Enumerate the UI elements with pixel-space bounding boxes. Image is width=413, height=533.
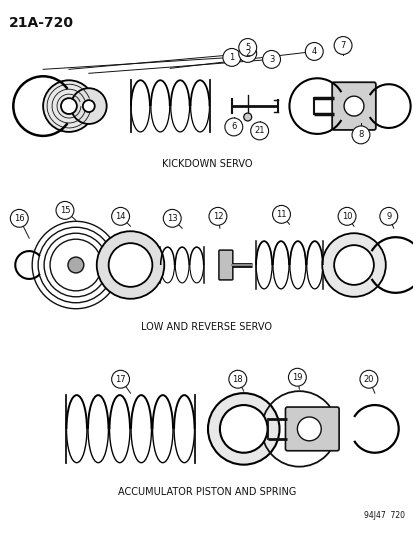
Circle shape — [163, 209, 181, 227]
Circle shape — [333, 37, 351, 54]
Text: 6: 6 — [230, 123, 236, 132]
Text: 15: 15 — [59, 206, 70, 215]
Circle shape — [219, 405, 267, 453]
Circle shape — [359, 370, 377, 388]
Circle shape — [238, 38, 256, 56]
Circle shape — [272, 205, 290, 223]
Text: 3: 3 — [268, 55, 273, 64]
Text: 17: 17 — [115, 375, 126, 384]
Text: 9: 9 — [385, 212, 390, 221]
Circle shape — [321, 233, 385, 297]
FancyBboxPatch shape — [218, 250, 232, 280]
Circle shape — [56, 201, 74, 219]
Text: 11: 11 — [275, 210, 286, 219]
Circle shape — [43, 80, 95, 132]
Circle shape — [222, 49, 240, 66]
Circle shape — [61, 98, 77, 114]
Text: 20: 20 — [363, 375, 373, 384]
Circle shape — [10, 209, 28, 227]
Text: 7: 7 — [339, 41, 345, 50]
Text: ACCUMULATOR PISTON AND SPRING: ACCUMULATOR PISTON AND SPRING — [118, 487, 295, 497]
Text: 13: 13 — [166, 214, 177, 223]
Circle shape — [97, 231, 164, 299]
Text: 18: 18 — [232, 375, 242, 384]
Circle shape — [112, 207, 129, 225]
Text: LOW AND REVERSE SERVO: LOW AND REVERSE SERVO — [141, 321, 272, 332]
Circle shape — [351, 126, 369, 144]
Circle shape — [68, 257, 83, 273]
FancyBboxPatch shape — [285, 407, 338, 451]
Circle shape — [305, 43, 323, 60]
Text: 1: 1 — [229, 53, 234, 62]
Circle shape — [71, 88, 107, 124]
Circle shape — [379, 207, 397, 225]
Circle shape — [343, 96, 363, 116]
Circle shape — [250, 122, 268, 140]
Circle shape — [243, 113, 251, 121]
Text: 5: 5 — [244, 43, 250, 52]
Circle shape — [207, 393, 279, 465]
Circle shape — [333, 245, 373, 285]
FancyBboxPatch shape — [331, 82, 375, 130]
Circle shape — [228, 370, 246, 388]
Text: KICKDOWN SERVO: KICKDOWN SERVO — [161, 159, 252, 169]
Circle shape — [238, 44, 256, 62]
Text: 16: 16 — [14, 214, 24, 223]
Text: 21A-720: 21A-720 — [9, 15, 74, 30]
Circle shape — [288, 368, 306, 386]
Circle shape — [297, 417, 320, 441]
Circle shape — [337, 207, 355, 225]
Text: 19: 19 — [292, 373, 302, 382]
Circle shape — [262, 51, 280, 68]
Circle shape — [224, 118, 242, 136]
Text: 94J47  720: 94J47 720 — [363, 511, 404, 520]
Text: 8: 8 — [357, 131, 363, 140]
Text: 4: 4 — [311, 47, 316, 56]
Circle shape — [209, 207, 226, 225]
Text: 14: 14 — [115, 212, 126, 221]
Circle shape — [108, 243, 152, 287]
Text: 12: 12 — [212, 212, 223, 221]
Text: 10: 10 — [341, 212, 351, 221]
Circle shape — [83, 100, 95, 112]
Circle shape — [112, 370, 129, 388]
Text: 21: 21 — [254, 126, 264, 135]
Text: 2: 2 — [244, 49, 250, 58]
